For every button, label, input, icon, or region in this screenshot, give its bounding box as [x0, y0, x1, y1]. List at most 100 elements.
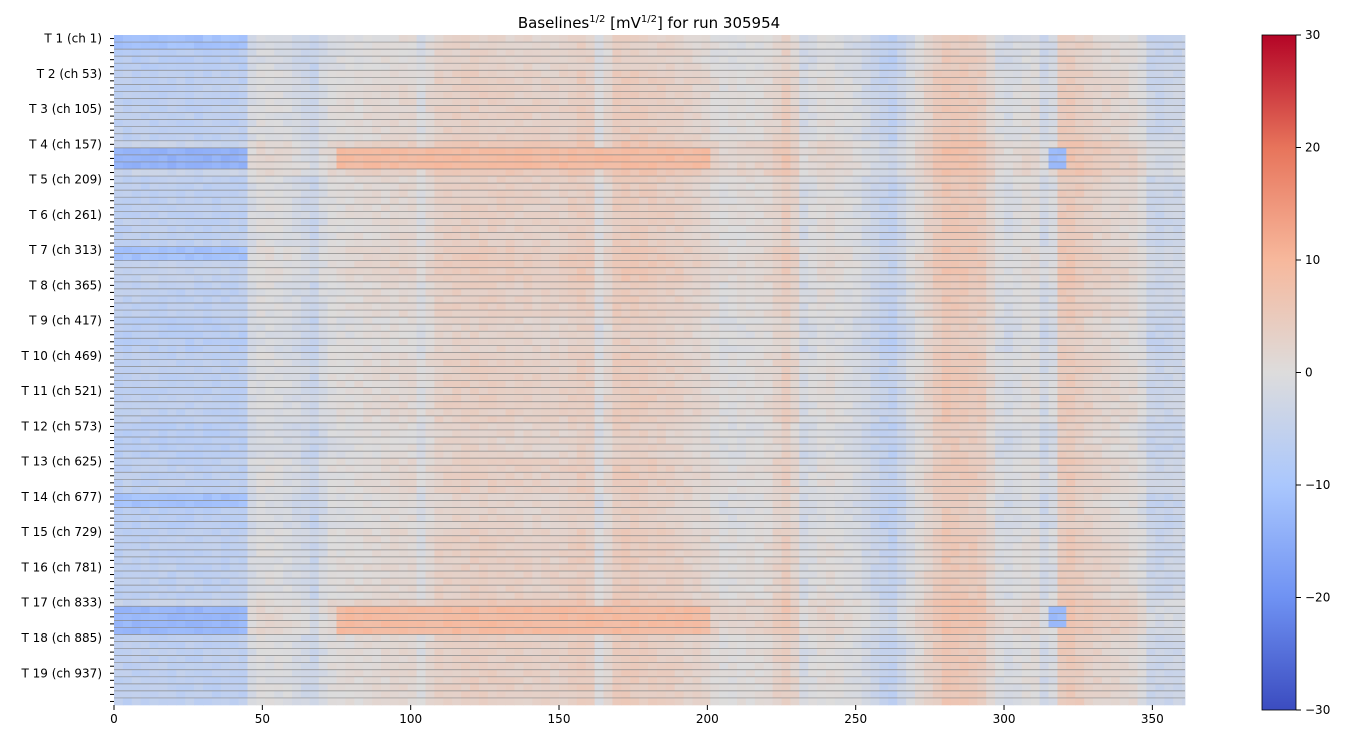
- heatmap-cell: [879, 154, 889, 163]
- heatmap-cell: [683, 63, 693, 71]
- heatmap-cell: [941, 98, 952, 106]
- heatmap-cell: [274, 42, 284, 50]
- heatmap-cell: [140, 133, 150, 142]
- heatmap-cell: [817, 112, 827, 120]
- heatmap-cell: [701, 84, 711, 92]
- heatmap-cell: [514, 274, 524, 283]
- heatmap-cell: [167, 98, 177, 106]
- heatmap-cell: [843, 260, 854, 269]
- heatmap-cell: [585, 281, 596, 290]
- heatmap-cell: [149, 288, 159, 297]
- heatmap-cell: [1164, 183, 1174, 191]
- heatmap-cell: [674, 274, 685, 283]
- heatmap-cell: [977, 126, 987, 135]
- heatmap-cell: [1004, 267, 1014, 276]
- heatmap-cell: [870, 246, 880, 254]
- heatmap-cell: [888, 246, 898, 254]
- heatmap-cell: [363, 295, 373, 304]
- heatmap-cell: [256, 70, 266, 78]
- heatmap-cell: [1004, 246, 1014, 254]
- heatmap-cell: [932, 63, 943, 71]
- heatmap-cell: [817, 317, 827, 325]
- heatmap-cell: [532, 267, 542, 276]
- heatmap-cell: [665, 84, 676, 92]
- heatmap-cell: [826, 204, 836, 212]
- heatmap-cell: [879, 225, 889, 233]
- heatmap-cell: [977, 98, 987, 106]
- heatmap-cell: [1128, 49, 1138, 57]
- heatmap-cell: [1146, 119, 1156, 127]
- heatmap-cell: [728, 154, 738, 163]
- heatmap-cell: [1084, 190, 1094, 198]
- heatmap-cell: [140, 324, 150, 332]
- heatmap-cell: [959, 77, 969, 85]
- heatmap-cell: [203, 161, 213, 170]
- heatmap-cell: [692, 63, 702, 71]
- heatmap-cell: [754, 98, 765, 106]
- heatmap-cell: [879, 295, 889, 304]
- heatmap-cell: [648, 119, 658, 127]
- heatmap-cell: [1093, 288, 1103, 297]
- heatmap-cell: [461, 303, 471, 311]
- heatmap-cell: [692, 246, 702, 254]
- heatmap-cell: [372, 63, 382, 71]
- heatmap-cell: [238, 295, 248, 304]
- heatmap-cell: [639, 119, 649, 127]
- heatmap-cell: [915, 303, 925, 311]
- heatmap-cell: [470, 63, 480, 71]
- heatmap-cell: [639, 253, 649, 261]
- heatmap-cell: [167, 317, 177, 325]
- heatmap-cell: [826, 147, 836, 156]
- heatmap-cell: [229, 56, 239, 64]
- heatmap-cell: [300, 317, 311, 325]
- heatmap-cell: [389, 70, 400, 78]
- heatmap-cell: [247, 218, 257, 226]
- heatmap-cell: [576, 154, 587, 163]
- heatmap-cell: [888, 119, 898, 127]
- heatmap-cell: [986, 218, 996, 226]
- heatmap-cell: [674, 310, 685, 318]
- heatmap-cell: [585, 91, 596, 99]
- heatmap-cell: [167, 246, 177, 254]
- heatmap-cell: [932, 317, 943, 325]
- heatmap-cell: [737, 140, 747, 149]
- heatmap-cell: [1004, 70, 1014, 78]
- heatmap-cell: [140, 218, 150, 226]
- heatmap-cell: [238, 303, 248, 311]
- heatmap-cell: [888, 260, 898, 269]
- heatmap-cell: [567, 288, 578, 297]
- heatmap-cell: [372, 183, 382, 191]
- heatmap-cell: [621, 119, 631, 127]
- heatmap-cell: [114, 324, 124, 332]
- heatmap-cell: [131, 232, 142, 240]
- heatmap-cell: [122, 140, 133, 149]
- heatmap-cell: [1075, 91, 1085, 99]
- heatmap-cell: [1128, 260, 1138, 269]
- heatmap-cell: [897, 154, 907, 163]
- heatmap-cell: [559, 281, 569, 290]
- heatmap-cell: [550, 190, 560, 198]
- heatmap-cell: [1110, 274, 1121, 283]
- heatmap-cell: [381, 204, 391, 212]
- heatmap-cell: [1119, 232, 1130, 240]
- heatmap-cell: [256, 183, 266, 191]
- heatmap-cell: [879, 84, 889, 92]
- heatmap-cell: [434, 253, 444, 261]
- heatmap-cell: [1146, 84, 1156, 92]
- heatmap-cell: [1128, 183, 1138, 191]
- heatmap-cell: [265, 147, 275, 156]
- heatmap-cell: [407, 35, 418, 43]
- heatmap-cell: [114, 253, 124, 261]
- heatmap-cell: [309, 197, 320, 205]
- heatmap-cell: [327, 147, 337, 156]
- heatmap-cell: [318, 154, 329, 163]
- heatmap-cell: [247, 260, 257, 269]
- heatmap-cell: [1057, 49, 1067, 57]
- heatmap-cell: [407, 140, 418, 149]
- heatmap-cell: [1119, 303, 1130, 311]
- heatmap-cell: [728, 140, 738, 149]
- heatmap-cell: [826, 35, 836, 43]
- heatmap-cell: [194, 147, 204, 156]
- heatmap-cell: [114, 274, 124, 283]
- heatmap-cell: [1030, 253, 1041, 261]
